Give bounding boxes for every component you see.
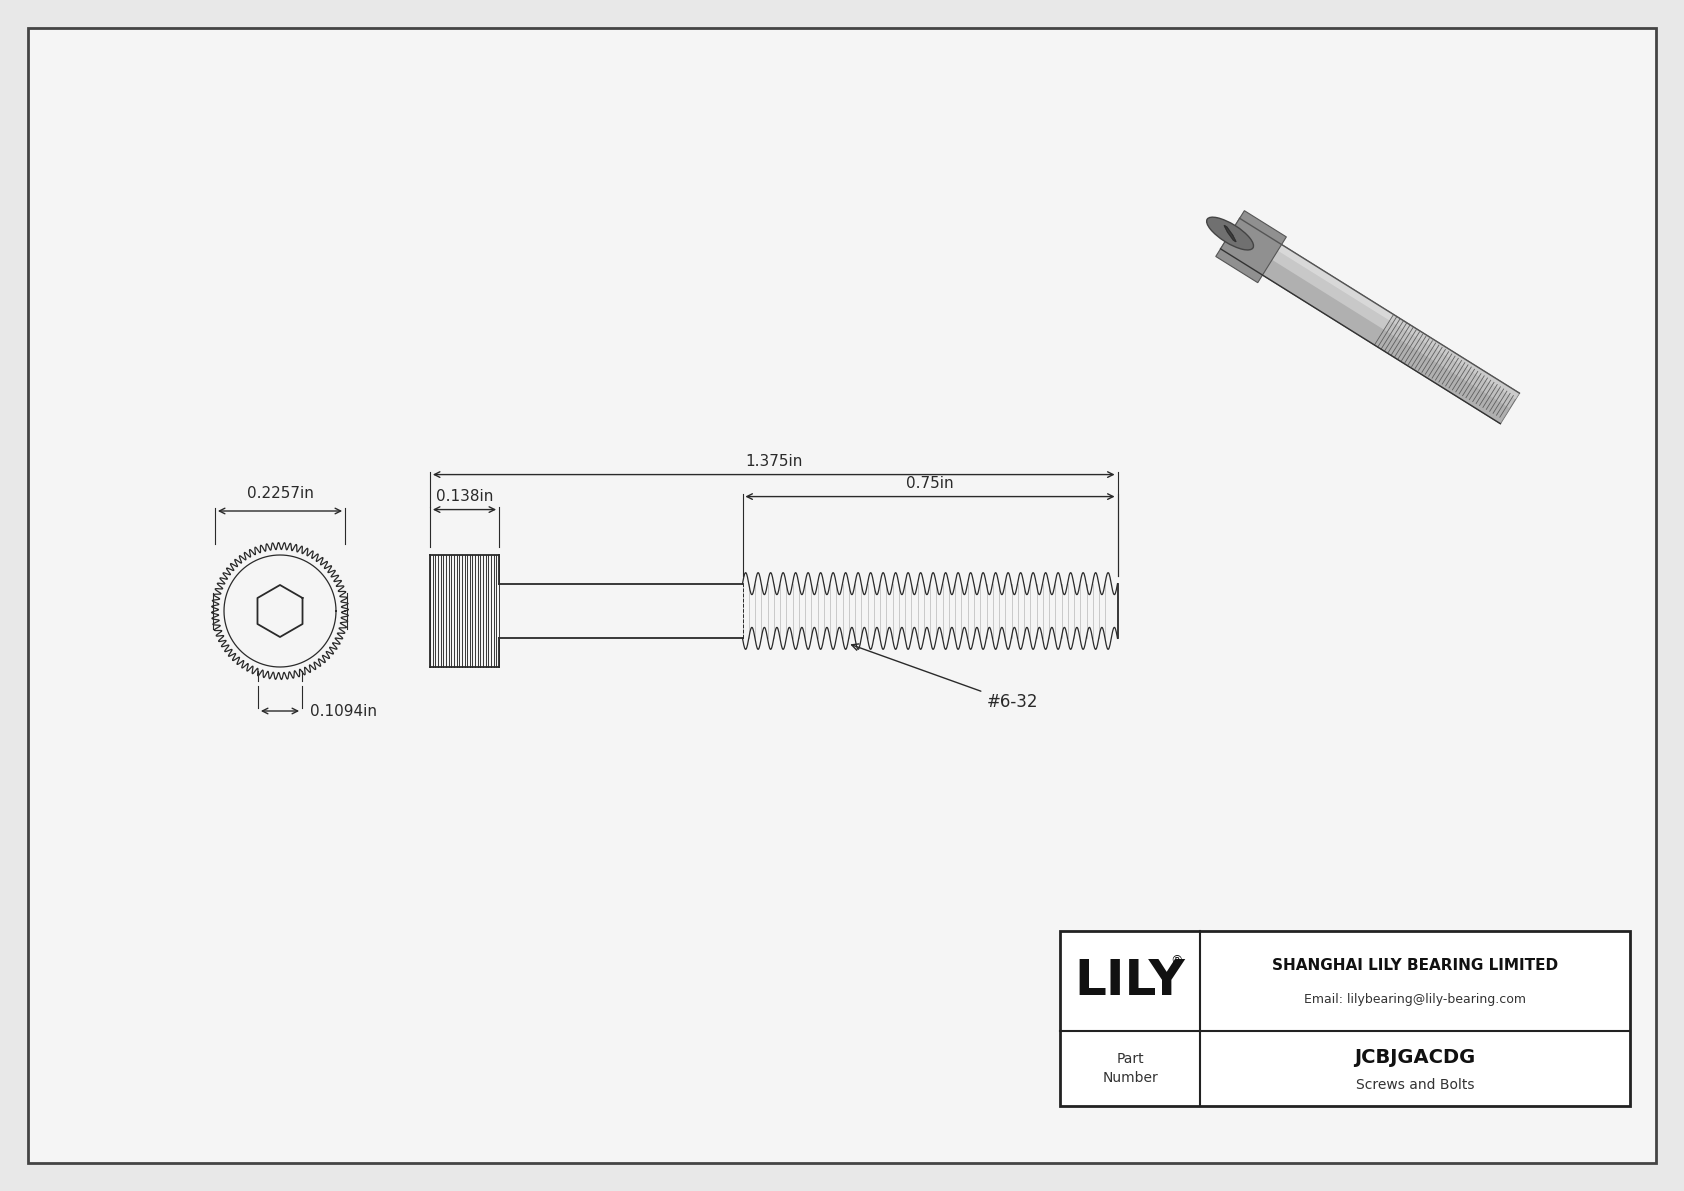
Text: 0.138in: 0.138in bbox=[436, 488, 493, 504]
Text: 1.375in: 1.375in bbox=[744, 454, 803, 468]
Bar bbox=[1061, 933, 1628, 1105]
Text: 0.75in: 0.75in bbox=[906, 475, 953, 491]
Text: LILY: LILY bbox=[1074, 958, 1186, 1005]
Text: JCBJGACDG: JCBJGACDG bbox=[1354, 1048, 1475, 1067]
Polygon shape bbox=[1221, 233, 1511, 424]
Polygon shape bbox=[1221, 218, 1519, 424]
Polygon shape bbox=[1374, 314, 1519, 424]
Polygon shape bbox=[1224, 225, 1236, 242]
Text: Part
Number: Part Number bbox=[1101, 1052, 1159, 1085]
Polygon shape bbox=[1216, 211, 1287, 282]
Text: #6-32: #6-32 bbox=[852, 644, 1037, 711]
Text: Email: lilybearing@lily-bearing.com: Email: lilybearing@lily-bearing.com bbox=[1303, 992, 1526, 1005]
Text: 0.2257in: 0.2257in bbox=[246, 486, 313, 501]
Text: 0.1094in: 0.1094in bbox=[310, 704, 377, 718]
Text: ®: ® bbox=[1170, 954, 1182, 967]
Bar bbox=[1059, 931, 1630, 1106]
Polygon shape bbox=[1236, 218, 1519, 399]
Text: Screws and Bolts: Screws and Bolts bbox=[1356, 1078, 1474, 1092]
Ellipse shape bbox=[1207, 217, 1253, 250]
Text: SHANGHAI LILY BEARING LIMITED: SHANGHAI LILY BEARING LIMITED bbox=[1271, 959, 1558, 973]
